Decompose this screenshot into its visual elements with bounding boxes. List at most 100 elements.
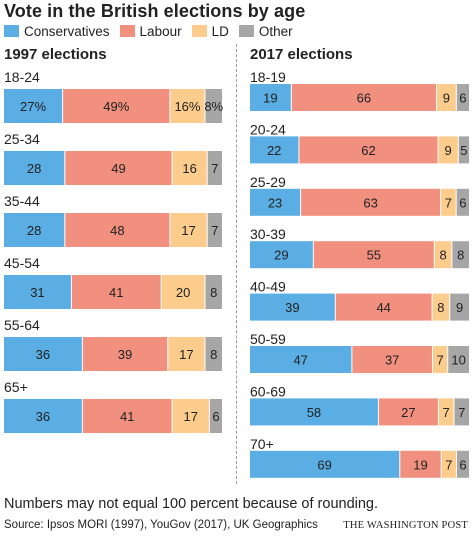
data-label-2017-70-conservatives: 69 bbox=[317, 457, 331, 472]
bar-segment-1997-25-34-conservatives bbox=[4, 151, 65, 185]
legend-item-labour: Labour bbox=[119, 24, 182, 39]
bar-segment-1997-65-conservatives bbox=[4, 399, 82, 433]
data-label-1997-25-34-labour: 49 bbox=[111, 161, 125, 176]
bar-segment-2017-25-29-conservatives bbox=[250, 188, 301, 216]
bar-segment-2017-40-49-conservatives bbox=[250, 293, 335, 321]
bar-segment-2017-50-59-other bbox=[448, 346, 469, 373]
bar-segment-2017-18-19-labour bbox=[291, 84, 436, 111]
data-label-1997-45-54-labour: 41 bbox=[109, 285, 123, 300]
panel-title-1997: 1997 elections bbox=[4, 46, 107, 63]
bar-segment-2017-40-49-other bbox=[450, 293, 469, 321]
bar-segment-1997-18-24-labour bbox=[63, 89, 170, 123]
legend-swatch-conservatives bbox=[4, 25, 19, 37]
category-label-1997-18-24: 18-24 bbox=[4, 69, 40, 85]
data-label-2017-50-59-other: 10 bbox=[451, 353, 465, 368]
bar-segment-2017-60-69-labour bbox=[378, 398, 438, 426]
data-label-2017-40-49-labour: 44 bbox=[376, 300, 390, 315]
bar-segment-1997-18-24-ld bbox=[170, 89, 205, 123]
data-label-2017-60-69-ld: 7 bbox=[443, 405, 450, 420]
chart-title: Vote in the British elections by age bbox=[4, 1, 306, 21]
category-label-2017-30-39: 30-39 bbox=[250, 226, 286, 242]
data-label-2017-70-labour: 19 bbox=[413, 457, 427, 472]
data-label-2017-40-49-ld: 8 bbox=[437, 300, 444, 315]
data-label-2017-20-24-conservatives: 22 bbox=[267, 143, 281, 158]
bar-segment-2017-50-59-labour bbox=[352, 346, 432, 373]
bar-segment-2017-20-24-ld bbox=[438, 136, 458, 164]
bar-segment-2017-30-39-conservatives bbox=[250, 241, 313, 269]
category-label-2017-20-24: 20-24 bbox=[250, 121, 286, 137]
data-label-1997-35-44-other: 7 bbox=[211, 223, 218, 238]
data-label-1997-55-64-conservatives: 36 bbox=[36, 347, 50, 362]
bar-segment-1997-45-54-ld bbox=[161, 275, 205, 309]
legend-swatch-ld bbox=[191, 25, 207, 37]
legend: Conservatives Labour LD Other bbox=[4, 23, 303, 39]
data-label-1997-35-44-ld: 17 bbox=[181, 223, 195, 238]
bar-segment-1997-55-64-ld bbox=[168, 337, 205, 371]
bar-segment-1997-18-24-conservatives bbox=[4, 89, 63, 123]
data-label-1997-55-64-ld: 17 bbox=[179, 347, 193, 362]
data-label-2017-60-69-other: 7 bbox=[458, 405, 465, 420]
data-label-1997-25-34-ld: 16 bbox=[182, 161, 196, 176]
data-label-1997-25-34-other: 7 bbox=[211, 161, 218, 176]
bar-segment-2017-70-other bbox=[456, 450, 469, 478]
legend-label-conservatives: Conservatives bbox=[24, 23, 110, 39]
data-label-1997-25-34-conservatives: 28 bbox=[27, 161, 41, 176]
bar-segment-1997-25-34-ld bbox=[172, 151, 207, 185]
data-label-1997-55-64-labour: 39 bbox=[118, 347, 132, 362]
data-label-2017-20-24-labour: 62 bbox=[361, 143, 375, 158]
data-label-2017-60-69-conservatives: 58 bbox=[307, 405, 321, 420]
legend-label-ld: LD bbox=[211, 23, 229, 39]
data-label-2017-70-ld: 7 bbox=[445, 457, 452, 472]
category-label-1997-25-34: 25-34 bbox=[4, 131, 40, 147]
category-label-2017-25-29: 25-29 bbox=[250, 174, 286, 190]
data-label-1997-35-44-labour: 48 bbox=[110, 223, 124, 238]
data-label-2017-20-24-ld: 9 bbox=[445, 143, 452, 158]
category-label-2017-40-49: 40-49 bbox=[250, 279, 286, 295]
category-label-2017-18-19: 18-19 bbox=[250, 69, 286, 85]
legend-item-other: Other bbox=[238, 23, 293, 39]
bar-segment-2017-30-39-labour bbox=[313, 241, 434, 269]
bar-segment-1997-55-64-labour bbox=[82, 337, 168, 371]
data-label-2017-30-39-ld: 8 bbox=[439, 248, 446, 263]
category-label-2017-60-69: 60-69 bbox=[250, 383, 286, 399]
data-label-1997-65-conservatives: 36 bbox=[36, 409, 50, 424]
data-label-1997-45-54-ld: 20 bbox=[176, 285, 190, 300]
bar-segment-1997-35-44-conservatives bbox=[4, 213, 65, 247]
bar-segment-1997-35-44-ld bbox=[170, 213, 207, 247]
data-label-1997-18-24-ld: 16% bbox=[174, 99, 200, 114]
bar-segment-2017-60-69-conservatives bbox=[250, 398, 378, 426]
source-note: Source: Ipsos MORI (1997), YouGov (2017)… bbox=[4, 519, 318, 531]
bar-segment-1997-25-34-other bbox=[207, 151, 222, 185]
bar-segment-1997-45-54-other bbox=[205, 275, 222, 309]
bar-segment-2017-18-19-other bbox=[456, 84, 469, 111]
bar-segment-2017-18-19-ld bbox=[437, 84, 456, 111]
bar-segment-2017-25-29-other bbox=[456, 188, 469, 216]
category-label-1997-55-64: 55-64 bbox=[4, 317, 40, 333]
data-label-2017-40-49-conservatives: 39 bbox=[285, 300, 299, 315]
data-label-1997-65-labour: 41 bbox=[120, 409, 134, 424]
category-label-2017-50-59: 50-59 bbox=[250, 331, 286, 347]
bar-segment-2017-25-29-labour bbox=[301, 188, 441, 216]
data-label-2017-20-24-other: 5 bbox=[460, 143, 467, 158]
data-label-1997-65-ld: 17 bbox=[184, 409, 198, 424]
category-label-1997-35-44: 35-44 bbox=[4, 193, 40, 209]
data-label-2017-50-59-conservatives: 47 bbox=[293, 353, 307, 368]
data-label-2017-60-69-labour: 27 bbox=[401, 405, 415, 420]
panel-divider bbox=[236, 44, 237, 484]
bar-segment-1997-55-64-conservatives bbox=[4, 337, 82, 371]
data-label-1997-18-24-labour: 49% bbox=[103, 99, 129, 114]
data-label-2017-30-39-other: 8 bbox=[457, 248, 464, 263]
bar-segment-2017-20-24-other bbox=[458, 136, 469, 164]
data-label-2017-25-29-other: 6 bbox=[459, 195, 466, 210]
category-label-2017-70: 70+ bbox=[250, 436, 274, 452]
bar-segment-1997-35-44-labour bbox=[65, 213, 170, 247]
legend-label-other: Other bbox=[258, 23, 293, 39]
data-label-2017-70-other: 6 bbox=[459, 457, 466, 472]
bar-segment-1997-65-ld bbox=[172, 399, 209, 433]
bar-segment-1997-55-64-other bbox=[205, 337, 222, 371]
bar-segment-2017-50-59-ld bbox=[432, 346, 448, 373]
bar-segment-2017-60-69-ld bbox=[438, 398, 454, 426]
data-label-2017-18-19-ld: 9 bbox=[443, 91, 450, 106]
data-label-2017-30-39-labour: 55 bbox=[367, 248, 381, 263]
